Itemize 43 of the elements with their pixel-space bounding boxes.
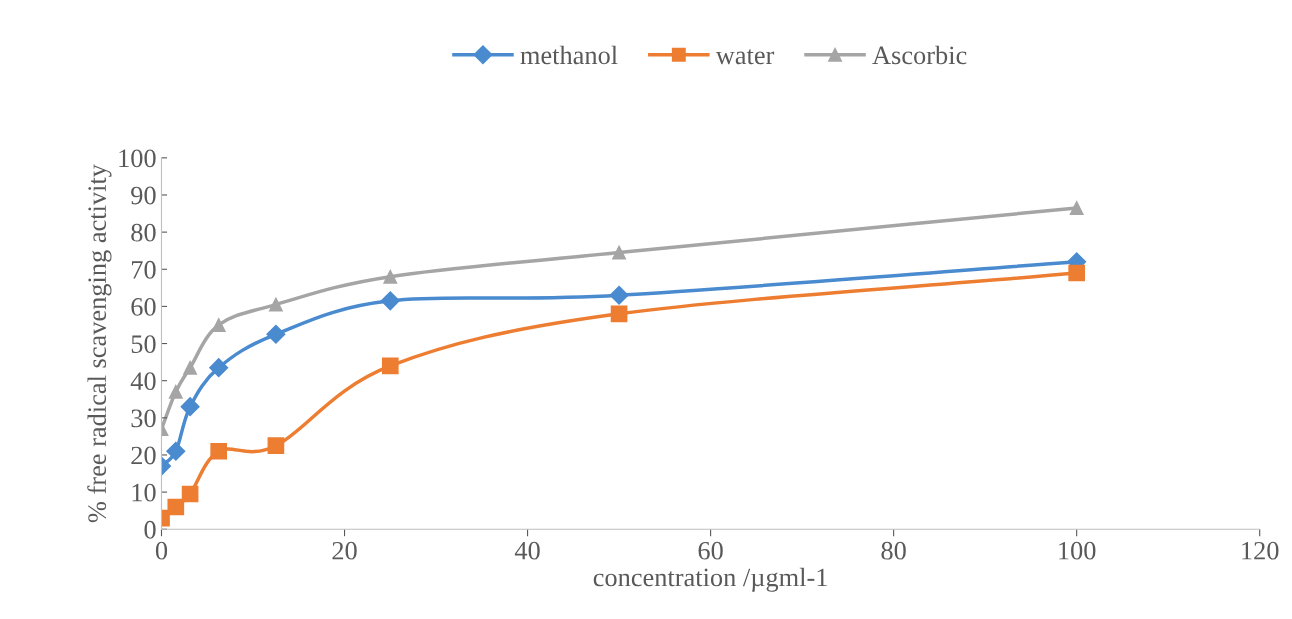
x-tick-label: 100 — [1059, 541, 1096, 560]
point — [383, 269, 398, 284]
x-axis-title: concentration /µgml-1 — [593, 567, 827, 592]
point — [211, 318, 226, 332]
point — [266, 324, 286, 344]
point — [167, 498, 185, 516]
x-tick-label: 20 — [332, 541, 357, 560]
y-tick-label: 30 — [131, 409, 156, 428]
y-tick-label: 90 — [131, 186, 156, 205]
point — [612, 245, 627, 260]
x-tick-label: 120 — [1242, 541, 1279, 560]
y-tick-label: 0 — [144, 520, 156, 539]
point — [381, 357, 399, 375]
point — [1068, 264, 1086, 282]
x-tick-label: 80 — [881, 541, 906, 560]
point — [267, 437, 285, 455]
legend-label: water — [715, 49, 775, 65]
point — [268, 297, 283, 312]
x-tick-label: 40 — [514, 541, 540, 560]
y-tick-label: 10 — [132, 483, 156, 502]
point — [180, 397, 200, 417]
y-tick-label: 20 — [131, 446, 156, 465]
point — [168, 384, 183, 399]
x-tick-label: 60 — [698, 541, 723, 560]
point — [1069, 201, 1084, 215]
point — [183, 360, 198, 375]
point — [610, 305, 628, 323]
y-axis-title: % free radical scavenging activity — [87, 164, 112, 523]
point — [210, 442, 228, 460]
y-tick-label: 100 — [119, 149, 156, 168]
point — [209, 358, 229, 378]
x-tick-label: 0 — [155, 541, 168, 560]
y-tick-label: 70 — [131, 260, 156, 279]
y-tick-label: 60 — [131, 298, 156, 316]
point — [380, 291, 400, 311]
point — [181, 485, 199, 503]
point — [609, 285, 629, 305]
y-tick-label: 50 — [131, 335, 156, 353]
y-tick-label: 80 — [131, 223, 156, 242]
point — [166, 441, 186, 461]
y-tick-label: 40 — [130, 372, 156, 391]
legend-label: Ascorbic — [872, 45, 967, 65]
legend-label: methanol — [520, 45, 618, 65]
